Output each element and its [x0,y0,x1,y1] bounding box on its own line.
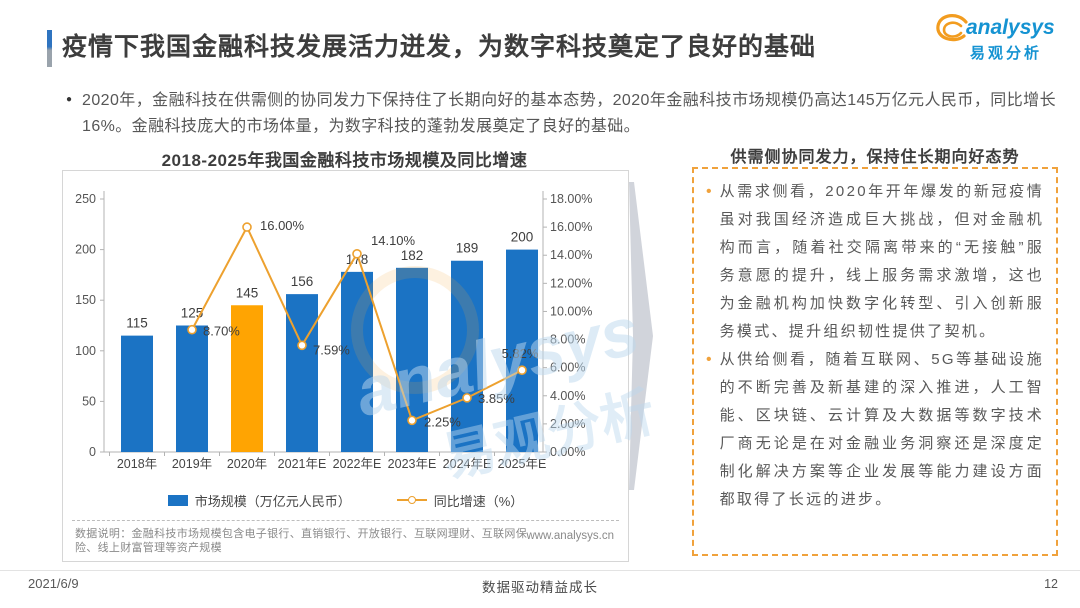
orange-bullet-icon: • [706,351,712,368]
bar-2022年E [341,271,373,452]
x-axis-label: 2020年 [227,457,267,471]
line-value-label: 5.82% [502,346,539,361]
title-accent-bar [47,30,52,67]
legend-label: 市场规模（万亿元人民币） [194,493,351,509]
line-point-2021年E [297,340,307,351]
bar-2019年 [176,325,208,452]
legend-item-line: 同比增速（%） [396,491,524,510]
line-point-2024年E [462,393,472,403]
legend-line-swatch [396,496,427,504]
chart-title: 2018-2025年我国金融科技市场规模及同比增速 [161,151,528,170]
right-axis-tick: 18.00% [550,192,592,206]
bar-2018年 [121,335,153,452]
orange-bullet-icon: • [706,183,712,200]
footer-divider [0,570,1080,571]
line-value-label: 8.70% [203,324,240,339]
insight-panel: • 从需求侧看，2020年开年爆发的新冠疫情虽对我国经济造成巨大挑战，但对金融机构… [692,167,1058,556]
line-value-label: 3.85% [478,391,515,406]
x-axis-label: 2022年E [333,457,382,471]
line-value-label: 2.25% [424,414,461,429]
analysys-logo: analysys 易观分析 [930,10,1070,66]
x-axis-label: 2021年E [278,457,327,471]
legend-item-bar: 市场规模（万亿元人民币） [167,491,351,510]
right-axis-tick: 6.00% [550,361,585,375]
logo-swirl-icon [936,14,968,42]
line-value-label: 14.10% [371,233,416,248]
chart-legend: 市场规模（万亿元人民币） 同比增速（%） [63,489,628,511]
left-axis-tick: 150 [75,293,96,307]
right-axis-tick: 4.00% [550,389,585,403]
transition-arrow [629,182,653,490]
bar-value-label: 189 [456,241,479,256]
bar-value-label: 115 [126,316,148,331]
logo-brand-cn: 易观分析 [970,45,1043,62]
x-axis-label: 2018年 [117,457,157,471]
bar-value-label: 125 [181,306,204,321]
left-axis-tick: 200 [75,243,96,257]
line-point-2019年 [187,324,197,335]
bullet-dot-icon: ● [66,94,73,105]
left-axis-tick: 0 [89,445,96,459]
insight-bullet-list: • 从需求侧看，2020年开年爆发的新冠疫情虽对我国经济造成巨大挑战，但对金融机构… [706,178,1044,514]
market-size-growth-chart: 0 50 100 150 200 250 0.00% 2.00% 4.00% 6.00% 8.00%… [75,191,592,471]
bar-2025年E [506,249,538,452]
bar-value-label: 200 [511,230,534,245]
left-axis-tick: 250 [75,192,96,206]
legend-bar-swatch [167,494,188,506]
bar-2024年E [451,260,483,452]
right-axis-tick: 0.00% [550,445,585,459]
summary-text: 2020年，金融科技在供需侧的协同发力下保持住了长期向好的基本态势，2020年金… [82,92,1056,135]
chart-footnote: 数据说明：金融科技市场规模包含电子银行、直销银行、开放银行、互联网理财、互联网保… [75,528,527,554]
logo-brand-en: analysys [966,16,1055,39]
panel-title: 供需侧协同发力，保持住长期向好态势 [730,149,1020,166]
line-point-2020年 [242,222,252,232]
right-axis-tick: 8.00% [550,333,585,347]
insight-bullet-1: • 从需求侧看，2020年开年爆发的新冠疫情虽对我国经济造成巨大挑战，但对金融机构… [706,178,1044,346]
bar-value-label: 156 [291,274,314,289]
x-axis-label: 2019年 [172,457,212,471]
insight-bullet-text: 从供给侧看，随着互联网、5G等基础设施的不断完善及新基建的深入推进，人工智能、区… [719,351,1044,508]
bar-value-label: 182 [401,248,424,263]
footer-motto: 数据驱动精益成长 [482,580,598,595]
left-axis-tick: 100 [75,344,96,358]
bar-2020年 [231,305,263,452]
right-axis-tick: 12.00% [550,276,592,290]
insight-bullet-text: 从需求侧看，2020年开年爆发的新冠疫情虽对我国经济造成巨大挑战，但对金融机构而… [719,183,1044,340]
x-axis-label: 2024年E [443,457,492,471]
page-title: 疫情下我国金融科技发展活力迸发，为数字科技奠定了良好的基础 [62,33,817,61]
chart-box: 0 50 100 150 200 250 0.00% 2.00% 4.00% 6.00% 8.00%… [62,170,629,562]
bar-value-label: 145 [236,285,259,300]
footnote-divider [72,520,619,521]
line-point-2022年E [352,249,362,259]
right-axis-tick: 10.00% [550,304,592,318]
right-axis-tick: 16.00% [550,220,592,234]
right-axis-tick: 2.00% [550,417,585,431]
bar-2021年E [286,294,318,452]
x-axis-label: 2025年E [498,457,547,471]
right-axis-tick: 14.00% [550,248,592,262]
footer-date: 2021/6/9 [28,576,79,591]
line-point-2025年E [517,365,527,375]
page-number: 12 [1044,577,1058,591]
source-url-link[interactable]: www.analysys.cn [526,530,614,542]
legend-label: 同比增速（%） [433,493,524,509]
summary-bullet: ● 2020年，金融科技在供需侧的协同发力下保持住了长期向好的基本态势，2020… [66,88,1056,140]
line-value-label: 7.59% [313,342,350,357]
insight-bullet-2: • 从供给侧看，随着互联网、5G等基础设施的不断完善及新基建的深入推进，人工智能、… [706,346,1044,514]
x-axis-label: 2023年E [388,457,437,471]
line-point-2023年E [407,415,417,426]
left-axis-tick: 50 [82,394,96,408]
line-value-label: 16.00% [260,218,305,233]
